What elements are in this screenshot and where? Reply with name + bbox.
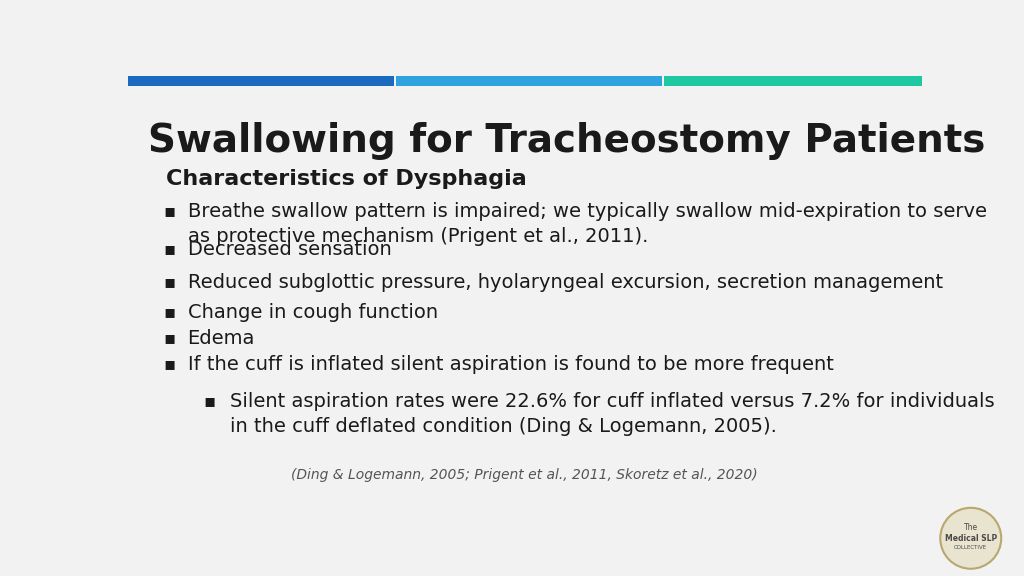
Text: ▪: ▪: [164, 273, 176, 291]
Text: Breathe swallow pattern is impaired; we typically swallow mid-expiration to serv: Breathe swallow pattern is impaired; we …: [187, 202, 986, 246]
Text: ▪: ▪: [164, 240, 176, 258]
Text: If the cuff is inflated silent aspiration is found to be more frequent: If the cuff is inflated silent aspiratio…: [187, 355, 834, 374]
Text: Decreased sensation: Decreased sensation: [187, 240, 391, 259]
Text: Reduced subglottic pressure, hyolaryngeal excursion, secretion management: Reduced subglottic pressure, hyolaryngea…: [187, 273, 943, 292]
Circle shape: [940, 508, 1001, 569]
FancyBboxPatch shape: [396, 76, 663, 86]
Text: COLLECTIVE: COLLECTIVE: [954, 545, 987, 550]
Text: Edema: Edema: [187, 328, 255, 347]
Text: ▪: ▪: [164, 328, 176, 347]
Text: Medical SLP: Medical SLP: [944, 534, 997, 543]
Text: ▪: ▪: [164, 304, 176, 321]
Text: ▪: ▪: [164, 355, 176, 373]
Text: ▪: ▪: [164, 202, 176, 220]
Text: Silent aspiration rates were 22.6% for cuff inflated versus 7.2% for individuals: Silent aspiration rates were 22.6% for c…: [229, 392, 994, 436]
Text: Change in cough function: Change in cough function: [187, 304, 437, 323]
Text: ▪: ▪: [204, 392, 216, 410]
FancyBboxPatch shape: [128, 76, 394, 86]
Text: (Ding & Logemann, 2005; Prigent et al., 2011, Skoretz et al., 2020): (Ding & Logemann, 2005; Prigent et al., …: [292, 468, 758, 483]
Text: The: The: [964, 523, 978, 532]
FancyBboxPatch shape: [665, 76, 922, 86]
Text: Characteristics of Dysphagia: Characteristics of Dysphagia: [166, 169, 526, 189]
Text: Swallowing for Tracheostomy Patients: Swallowing for Tracheostomy Patients: [147, 122, 985, 160]
